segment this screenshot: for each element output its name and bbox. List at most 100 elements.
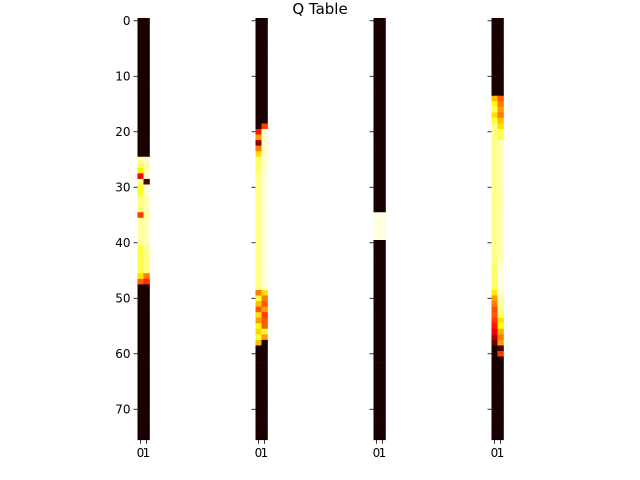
heatmap-cell [255, 106, 262, 113]
heatmap-cell [261, 245, 268, 252]
heatmap-cell [497, 73, 504, 80]
heatmap-cell [255, 151, 262, 158]
heatmap-cell [497, 212, 504, 219]
heatmap-cell [373, 145, 380, 152]
heatmap-cell [491, 412, 498, 418]
heatmap-cell [255, 356, 262, 363]
heatmap-cell [261, 101, 268, 108]
heatmap-cell [255, 273, 262, 280]
heatmap-cell [379, 18, 386, 24]
heatmap-cell [379, 417, 386, 424]
heatmap-cell [261, 29, 268, 35]
heatmap-cell [491, 328, 498, 335]
heatmap-cell [491, 123, 498, 130]
heatmap-cell [373, 151, 380, 158]
heatmap-cell [373, 301, 380, 307]
heatmap-cell [137, 245, 144, 252]
heatmap-cell [137, 395, 144, 402]
heatmap-cell [379, 156, 386, 163]
heatmap-cell [379, 151, 386, 158]
heatmap-cell [137, 345, 144, 352]
heatmap-cell [137, 95, 144, 102]
heatmap-cell [261, 51, 268, 58]
heatmap-cell [261, 162, 268, 169]
heatmap-cell [379, 428, 386, 435]
heatmap-cell [137, 378, 144, 385]
heatmap-cell [491, 73, 498, 80]
panel-3: 01 [369, 18, 386, 460]
heatmap-cell [373, 406, 380, 413]
heatmap-cell [255, 112, 262, 119]
y-tick-label: 50 [115, 291, 130, 305]
heatmap-cell [379, 384, 386, 391]
heatmap-cell [137, 240, 144, 246]
heatmap-cell [255, 417, 262, 424]
heatmap-cell [143, 101, 150, 108]
heatmap-cell [255, 328, 262, 335]
heatmap-cell [379, 278, 386, 285]
heatmap-cell [255, 123, 262, 130]
heatmap-cell [261, 378, 268, 385]
heatmap-cell [379, 367, 386, 374]
heatmap-cell [491, 312, 498, 318]
heatmap-cell [497, 328, 504, 335]
heatmap-cell [143, 228, 150, 235]
heatmap-cell [143, 423, 150, 429]
heatmap-cell [137, 62, 144, 69]
heatmap-cell [137, 90, 144, 96]
heatmap-cell [261, 328, 268, 335]
heatmap-cell [143, 151, 150, 158]
heatmap-cell [137, 51, 144, 58]
heatmap-cell [137, 289, 144, 296]
y-tick-label: 0 [123, 14, 131, 28]
heatmap-cell [137, 67, 144, 74]
heatmap-cell [379, 339, 386, 346]
heatmap-cell [491, 84, 498, 91]
heatmap-cell [255, 289, 262, 296]
heatmap-cell [255, 67, 262, 74]
heatmap-cell [137, 212, 144, 219]
heatmap-cell [497, 251, 504, 257]
heatmap-cell [373, 245, 380, 252]
heatmap-cell [491, 378, 498, 385]
heatmap-cell [143, 51, 150, 58]
heatmap-cell [137, 301, 144, 307]
panel-2: 01 [251, 18, 268, 460]
heatmap-cell [373, 251, 380, 257]
heatmap-cell [137, 145, 144, 152]
heatmap-cell [143, 73, 150, 80]
heatmap-cell [497, 367, 504, 374]
heatmap-cell [143, 212, 150, 219]
heatmap-cell [373, 400, 380, 407]
heatmap-cell [261, 345, 268, 352]
heatmap-cell [491, 384, 498, 391]
heatmap-cell [379, 295, 386, 302]
heatmap-cell [379, 395, 386, 402]
heatmap-cell [379, 345, 386, 352]
heatmap-cell [261, 278, 268, 285]
heatmap-cell [255, 406, 262, 413]
heatmap-cell [379, 67, 386, 74]
heatmap-cell [137, 206, 144, 213]
heatmap-cell [373, 395, 380, 402]
heatmap-cell [379, 56, 386, 63]
heatmap-cell [491, 373, 498, 380]
heatmap-cell [255, 389, 262, 396]
heatmap-cell [255, 56, 262, 63]
y-tick-label: 60 [115, 347, 130, 361]
heatmap-cell [497, 34, 504, 41]
heatmap-cell [143, 417, 150, 424]
heatmap-cell [255, 373, 262, 380]
heatmap-cell [255, 278, 262, 285]
heatmap-cell [373, 195, 380, 202]
heatmap-cell [491, 195, 498, 202]
heatmap-cell [379, 90, 386, 96]
heatmap-cell [255, 190, 262, 196]
heatmap-cell [143, 284, 150, 291]
heatmap-cell [373, 223, 380, 230]
heatmap-cell [373, 417, 380, 424]
heatmap-cell [379, 212, 386, 219]
heatmap-cell [497, 117, 504, 124]
